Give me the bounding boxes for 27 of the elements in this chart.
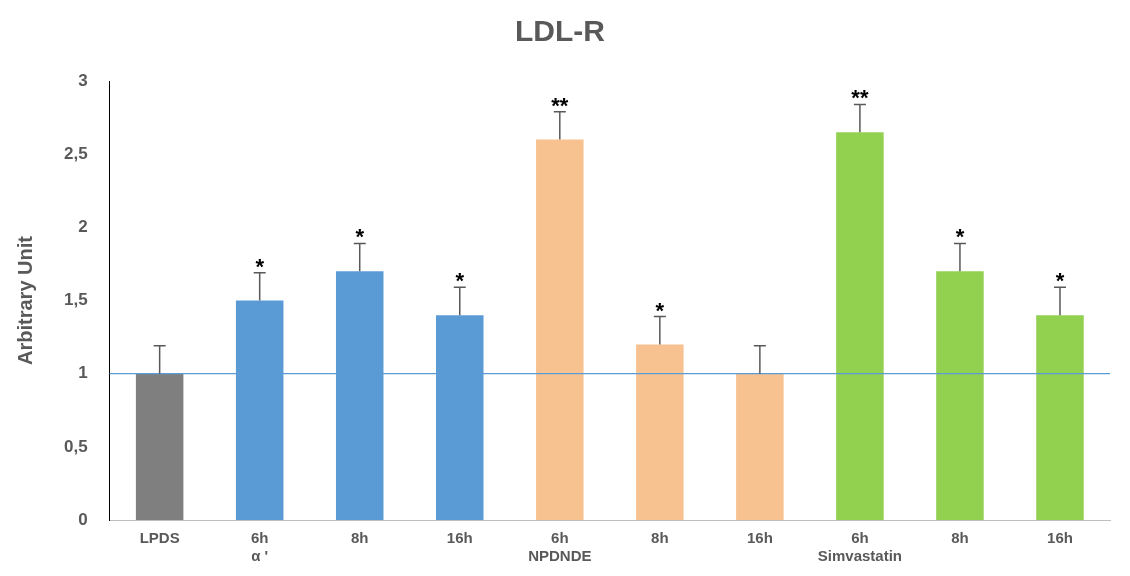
chart-title: LDL-R [515,14,606,48]
x-tick-label: 16h [746,529,773,547]
x-tick-label: 16h [1047,529,1073,547]
x-tick-label: 6h NPDNDE [528,529,592,565]
x-tick-label: 6h Simvastatin [817,529,903,565]
x-tick-label: LPDS [139,529,180,547]
data-label: ** [851,85,869,111]
x-tick-label: 8h [651,529,669,547]
x-tick-label: 16h [446,529,473,547]
x-tick-label: 8h [951,529,969,547]
data-label: * [255,253,265,279]
data-label: * [955,224,965,250]
y-tick-label: 2,5 [63,143,88,163]
x-tick-label: 6h α ' [250,529,269,565]
data-label: * [355,224,365,250]
y-tick-label: 1 [78,363,88,383]
y-tick-label: 0,5 [63,436,88,456]
y-tick-label: 0 [78,509,88,529]
data-label: * [655,297,665,323]
y-tick-label: 1,5 [63,290,88,310]
data-label: * [455,268,465,294]
y-tick-label: 3 [78,70,88,90]
data-label: ** [551,92,569,118]
y-axis-title: Arbitrary Unit [13,235,36,365]
y-tick-label: 2 [78,217,88,237]
x-tick-label: 8h [350,529,369,547]
data-label: * [1055,268,1065,294]
